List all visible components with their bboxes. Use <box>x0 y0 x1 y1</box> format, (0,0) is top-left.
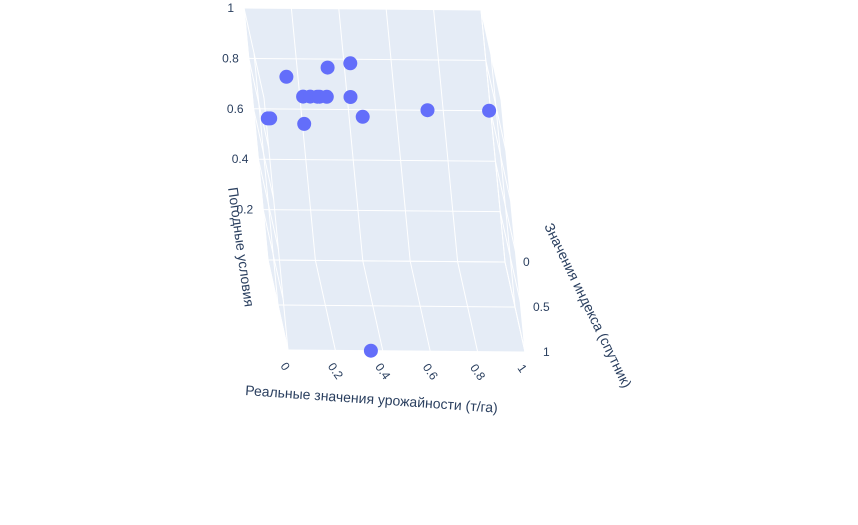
x-tick-label: 0.2 <box>325 360 346 382</box>
x-tick-label: 0.8 <box>467 361 488 383</box>
floor-gridline-y <box>277 304 516 308</box>
back-gridline-x <box>385 9 411 262</box>
right-gridline-z <box>504 261 526 353</box>
y-tick-label: 1 <box>543 345 550 359</box>
back-gridline-z <box>243 7 482 11</box>
z-tick-label: 0.6 <box>227 102 244 116</box>
right-gridline-y <box>500 99 526 353</box>
back-gridline-z <box>258 158 496 162</box>
back-gridline-z <box>263 209 501 213</box>
left-gridline-z <box>267 259 289 351</box>
right-gridline-y <box>480 9 506 263</box>
z-tick-label: 1 <box>227 1 234 15</box>
data-point[interactable] <box>319 89 334 104</box>
scene-gridlines <box>243 7 526 353</box>
x-axis-title: Реальные значения урожайности (т/га) <box>245 382 499 416</box>
left-gridline-z <box>253 108 275 199</box>
data-point[interactable] <box>355 109 370 124</box>
z-tick-label: 0.2 <box>237 203 254 217</box>
y-tick-label: 0 <box>523 255 530 269</box>
z-tick-label: 0.4 <box>232 152 249 166</box>
data-point[interactable] <box>420 103 435 118</box>
floor-gridline-y <box>287 349 526 353</box>
right-gridline-z <box>480 9 502 101</box>
right-gridline-z <box>485 60 507 151</box>
left-gridline-y <box>253 52 279 306</box>
data-point[interactable] <box>363 343 378 358</box>
back-gridline-x <box>290 8 316 261</box>
y-axis-title: Значения индекса (спутник) <box>541 220 635 390</box>
data-point[interactable] <box>279 69 294 84</box>
data-point[interactable] <box>263 111 278 126</box>
data-point[interactable] <box>482 103 497 118</box>
x-tick-label: 0 <box>278 360 293 374</box>
data-point[interactable] <box>343 90 358 104</box>
back-gridline-z <box>267 259 506 263</box>
back-gridline-z <box>253 108 491 112</box>
data-point[interactable] <box>297 116 312 131</box>
left-gridline-z <box>248 58 270 149</box>
data-point[interactable] <box>320 60 335 75</box>
right-gridline-z <box>490 110 512 201</box>
x-tick-label: 1 <box>515 362 530 376</box>
x-tick-label: 0.6 <box>420 361 441 383</box>
right-gridline-z <box>494 161 516 252</box>
back-gridline-x <box>433 9 459 262</box>
right-gridline-y <box>490 54 516 308</box>
data-points[interactable] <box>260 56 497 358</box>
back-gridline-x <box>338 8 364 261</box>
z-tick-label: 0.8 <box>222 51 239 65</box>
right-gridline-z <box>499 211 521 302</box>
x-tick-label: 0.4 <box>372 360 393 382</box>
data-point[interactable] <box>343 56 358 71</box>
left-gridline-z <box>262 209 284 300</box>
left-gridline-y <box>243 7 269 261</box>
back-pane <box>244 8 505 262</box>
left-gridline-z <box>243 7 265 99</box>
back-gridline-z <box>248 57 486 61</box>
left-gridline-z <box>257 159 279 250</box>
y-tick-label: 0.5 <box>533 300 550 314</box>
left-gridline-y <box>263 97 289 351</box>
